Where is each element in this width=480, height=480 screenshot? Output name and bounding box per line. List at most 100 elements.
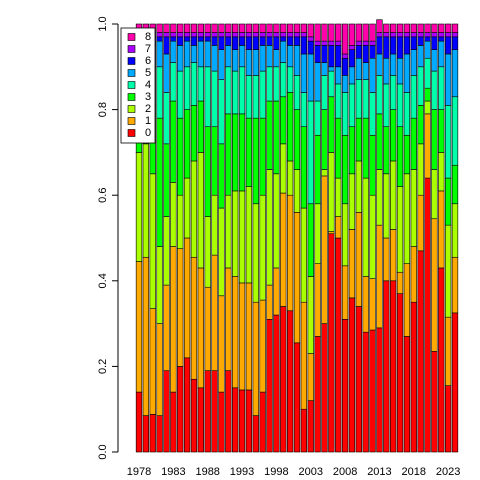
bar-segment xyxy=(424,100,431,115)
bar-segment xyxy=(190,36,198,46)
bar-segment xyxy=(369,45,376,59)
bar-segment xyxy=(273,66,280,102)
bar-segment xyxy=(252,49,259,76)
bar-segment xyxy=(232,387,239,453)
legend-label: 2 xyxy=(145,103,151,115)
x-tick-label: 1988 xyxy=(195,466,219,478)
bar-segment xyxy=(396,36,404,59)
bar-segment xyxy=(321,109,328,170)
bar-segment xyxy=(383,126,390,175)
bar-segment xyxy=(170,246,177,393)
bar-segment xyxy=(170,32,177,38)
bar-segment xyxy=(218,295,225,393)
bar-segment xyxy=(300,53,308,93)
bar-segment xyxy=(190,105,198,162)
bar-segment xyxy=(280,192,287,307)
bar-segment xyxy=(451,32,459,38)
bar-segment xyxy=(424,32,431,38)
bar-segment xyxy=(238,282,246,391)
legend-label: 4 xyxy=(145,79,151,91)
bar-segment xyxy=(341,57,349,76)
bar-segment xyxy=(232,36,239,50)
bar-segment xyxy=(142,415,150,453)
bar-segment xyxy=(362,45,369,63)
bar-segment xyxy=(225,370,232,453)
bar-segment xyxy=(286,160,294,196)
bar-segment xyxy=(438,66,445,110)
legend-box xyxy=(120,27,156,144)
bar-segment xyxy=(335,117,342,179)
legend-swatch xyxy=(127,117,136,125)
bar-segment xyxy=(135,261,143,393)
bar-segment xyxy=(197,66,204,102)
bar-segment xyxy=(444,316,452,386)
bar-segment xyxy=(245,282,253,391)
bar-segment xyxy=(335,237,342,453)
bar-segment xyxy=(438,267,445,453)
bar-segment xyxy=(225,66,232,115)
bar-segment xyxy=(177,248,184,367)
bar-segment xyxy=(328,40,335,46)
bar-segment xyxy=(355,79,362,119)
bar-segment xyxy=(163,143,170,217)
bar-segment xyxy=(183,23,191,33)
bar-segment xyxy=(170,391,177,453)
bar-segment xyxy=(177,366,184,453)
bar-segment xyxy=(156,66,163,119)
bar-segment xyxy=(335,177,342,217)
bar-segment xyxy=(218,32,225,38)
bar-segment xyxy=(314,45,321,63)
bar-segment xyxy=(225,23,232,33)
bar-segment xyxy=(355,212,362,307)
bar-segment xyxy=(362,40,369,46)
bar-segment xyxy=(431,109,438,170)
bar-segment xyxy=(156,117,163,247)
bar-segment xyxy=(286,194,294,312)
bar-segment xyxy=(314,263,321,337)
bar-segment xyxy=(170,62,177,102)
legend-label: 5 xyxy=(145,67,151,79)
bar-segment xyxy=(273,314,280,453)
bar-segment xyxy=(266,100,273,170)
legend-label: 1 xyxy=(145,115,151,127)
bar-segment xyxy=(341,134,349,205)
bar-segment xyxy=(245,32,253,38)
bar-segment xyxy=(252,301,259,416)
bar-segment xyxy=(218,79,225,145)
bar-segment xyxy=(238,36,246,46)
bar-segment xyxy=(273,100,280,175)
y-tick-label: 0.8 xyxy=(97,102,109,117)
bar-segment xyxy=(149,173,156,309)
bar-segment xyxy=(273,36,280,50)
bar-segment xyxy=(149,414,156,453)
bar-segment xyxy=(183,66,191,110)
bar-segment xyxy=(355,117,362,162)
bar-segment xyxy=(424,40,431,59)
bar-segment xyxy=(444,32,452,38)
bar-segment xyxy=(286,36,294,46)
bar-segment xyxy=(424,57,431,89)
bar-segment xyxy=(390,160,397,230)
bar-segment xyxy=(142,256,150,416)
bar-segment xyxy=(396,32,404,38)
bar-segment xyxy=(293,342,301,453)
bar-segment xyxy=(335,45,342,68)
bar-segment xyxy=(238,32,246,38)
bar-segment xyxy=(376,224,383,329)
bar-segment xyxy=(362,79,369,119)
x-tick-label: 2018 xyxy=(402,466,426,478)
bar-segment xyxy=(390,23,397,33)
bar-segment xyxy=(252,36,259,50)
bar-segment xyxy=(403,134,411,175)
bar-segment xyxy=(410,23,417,33)
y-tick-label: 0.4 xyxy=(97,273,109,288)
bar-segment xyxy=(197,267,204,389)
bar-segment xyxy=(163,216,170,286)
bar-segment xyxy=(383,83,390,128)
bar-segment xyxy=(328,233,335,453)
bar-segment xyxy=(273,267,280,316)
x-tick-label: 1998 xyxy=(264,466,288,478)
bar-segment xyxy=(328,23,335,42)
bar-segment xyxy=(355,160,362,213)
bar-segment xyxy=(259,299,266,393)
